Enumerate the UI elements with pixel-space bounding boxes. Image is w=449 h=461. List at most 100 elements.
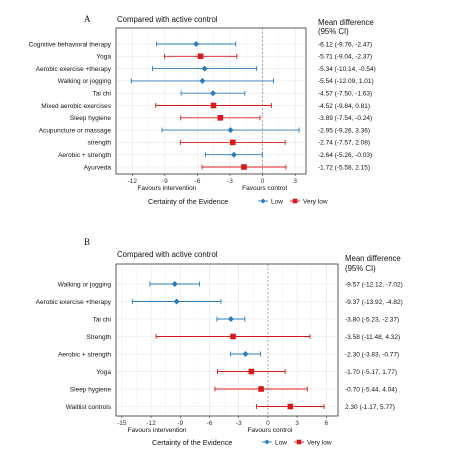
row-label: Cognitive behavioral therapy bbox=[29, 41, 112, 48]
row-label: Aerobic + strength bbox=[58, 351, 111, 358]
point-estimate-low bbox=[227, 316, 234, 322]
row-label: Ayurveda bbox=[84, 164, 112, 171]
point-estimate-low bbox=[201, 65, 208, 72]
legend-low-label: Low bbox=[275, 439, 287, 446]
mean-difference-header: Mean difference bbox=[318, 18, 374, 27]
x-tick-label: 0 bbox=[266, 420, 270, 427]
ci-text: -2.64 (-5.26, -0.03) bbox=[318, 152, 372, 159]
plot-area bbox=[116, 264, 338, 416]
ci-text: -3.89 (-7.54, -0.24) bbox=[318, 115, 372, 122]
panel-letter: A bbox=[84, 14, 91, 24]
row-label: Acupuncture or massage bbox=[39, 127, 112, 134]
row-label: Tai chi bbox=[93, 316, 111, 323]
mean-difference-header: Mean difference bbox=[345, 254, 401, 263]
legend-low-swatch bbox=[260, 198, 266, 204]
x-tick-label: -3 bbox=[227, 178, 233, 185]
x-tick-label: 3 bbox=[295, 420, 299, 427]
row-label: Yoga bbox=[96, 369, 111, 376]
x-tick-label: -9 bbox=[177, 420, 183, 427]
row-label: Strength bbox=[86, 334, 111, 341]
point-estimate-low bbox=[193, 41, 200, 47]
point-estimate-very-low bbox=[197, 53, 204, 60]
point-estimate-low bbox=[173, 298, 180, 305]
ci-text: -5.54 (-12.09, 1.01) bbox=[318, 78, 374, 85]
ci-text: -1.72 (-5.58, 2.15) bbox=[318, 164, 370, 171]
ci-text: -6.12 (-9.76, -2.47) bbox=[318, 41, 372, 48]
row-label: Sleep hygiene bbox=[70, 386, 112, 393]
favours-control-label: Favours control bbox=[242, 185, 287, 192]
point-estimate-very-low bbox=[258, 386, 264, 392]
row-label: strength bbox=[88, 140, 112, 147]
ci-text: -2.74 (-7.57, 2.08) bbox=[318, 140, 370, 147]
x-tick-label: -6 bbox=[207, 420, 213, 427]
ci-text: -9.57 (-12.12, -7.02) bbox=[345, 281, 403, 288]
favours-intervention-label: Favours intervention bbox=[137, 185, 196, 192]
x-tick-label: -6 bbox=[195, 178, 201, 185]
favours-intervention-label: Favours intervention bbox=[128, 427, 187, 434]
row-label: Walking or jogging bbox=[58, 281, 112, 288]
favours-control-label: Favours control bbox=[247, 427, 292, 434]
panel-a: A Compared with active control Mean differ… bbox=[29, 14, 376, 206]
x-tick-label: 0 bbox=[261, 178, 265, 185]
point-estimate-very-low bbox=[248, 368, 255, 375]
row-label: Tai chi bbox=[93, 91, 111, 98]
legend-title: Certainty of the Evidence bbox=[152, 438, 232, 447]
ci-text: -3.58 (-11.48, 4.32) bbox=[345, 334, 400, 341]
plot-border bbox=[115, 263, 339, 417]
point-estimate-low bbox=[230, 151, 237, 158]
point-estimate-low bbox=[171, 281, 178, 287]
row-label: Aerobic exercise +therapy bbox=[36, 299, 112, 306]
point-estimate-low bbox=[209, 90, 216, 97]
point-estimate-very-low bbox=[287, 403, 294, 410]
plot-border bbox=[115, 27, 307, 175]
point-estimate-low bbox=[199, 77, 206, 84]
point-estimate-very-low bbox=[217, 115, 224, 121]
row-label: Yoga bbox=[96, 54, 111, 61]
ci-text: -4.57 (-7.50, -1.63) bbox=[318, 91, 372, 98]
legend-very-low-swatch bbox=[292, 198, 298, 204]
point-estimate-very-low bbox=[230, 139, 236, 146]
x-tick-label: -9 bbox=[162, 178, 168, 185]
row-label: Walking or jogging bbox=[58, 78, 112, 85]
point-estimate-very-low bbox=[230, 333, 236, 340]
panel-letter: B bbox=[84, 237, 90, 247]
ci-text: 2.30 (-1.17, 5.77) bbox=[345, 404, 395, 411]
x-tick-label: -12 bbox=[146, 420, 156, 427]
plot-area bbox=[116, 28, 306, 174]
panel-b: B Compared with active control Mean differ… bbox=[36, 237, 403, 447]
legend-very-low-label: Very low bbox=[307, 439, 332, 446]
legend-low-swatch bbox=[264, 439, 270, 445]
point-estimate-low bbox=[227, 127, 234, 134]
x-tick-label: -15 bbox=[117, 420, 127, 427]
row-label: Waitlist controls bbox=[66, 404, 112, 411]
ci-text: -5.34 (-10.14, -0.54) bbox=[318, 66, 376, 73]
x-tick-label: -12 bbox=[128, 178, 138, 185]
row-label: Aerobic + strength bbox=[58, 152, 111, 159]
ci-text: -1.70 (-5.17, 1.77) bbox=[345, 369, 397, 376]
panel-title: Compared with active control bbox=[117, 15, 218, 24]
row-label: Aerobic exercise +therapy bbox=[36, 66, 112, 73]
ci-text: -9.37 (-13.92, -4.82) bbox=[345, 299, 403, 306]
ci-text: -3.80 (-5.23, -2.37) bbox=[345, 316, 399, 323]
x-tick-label: 3 bbox=[293, 178, 297, 185]
ci-text: -0.70 (-5.44, 4.04) bbox=[345, 386, 397, 393]
point-estimate-very-low bbox=[210, 102, 217, 109]
legend-very-low-swatch bbox=[296, 439, 302, 445]
x-tick-label: 6 bbox=[325, 420, 329, 427]
legend-very-low-label: Very low bbox=[303, 198, 328, 205]
ci-text: -5.71 (-9.04, -2.37) bbox=[318, 54, 372, 61]
panel-title: Compared with active control bbox=[117, 250, 218, 259]
ci-text: -4.52 (-9.84, 0.81) bbox=[318, 103, 370, 110]
row-label: Mixed aerobic exercises bbox=[41, 103, 111, 110]
row-label: Sleep hygiene bbox=[70, 115, 112, 122]
ci-text: -2.30 (-3.83, -0.77) bbox=[345, 351, 399, 358]
legend-title: Certainty of the Evidence bbox=[148, 197, 228, 206]
point-estimate-low bbox=[242, 351, 249, 357]
point-estimate-very-low bbox=[241, 164, 247, 170]
ci-text: -2.95 (-9.26, 3.36) bbox=[318, 127, 370, 134]
ci-header: (95% CI) bbox=[318, 27, 349, 36]
ci-header: (95% CI) bbox=[345, 264, 376, 273]
x-tick-label: -3 bbox=[236, 420, 242, 427]
legend-low-label: Low bbox=[271, 198, 283, 205]
